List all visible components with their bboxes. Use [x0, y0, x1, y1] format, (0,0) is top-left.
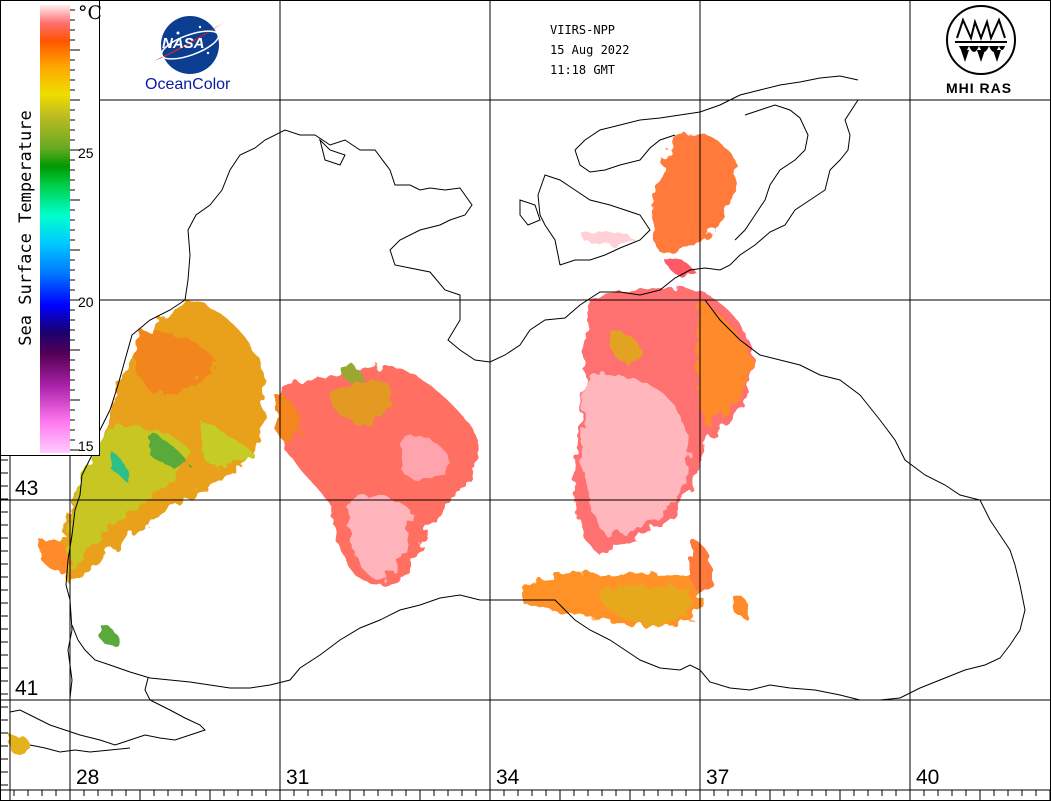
lon-label-28: 28: [76, 766, 100, 789]
colorbar-tick-25: 25: [78, 145, 94, 161]
sst-azov-sea: [580, 133, 737, 276]
lat-label-41: 41: [15, 677, 39, 700]
colorbar-gradient: [40, 5, 70, 453]
colorbar-title: Sea Surface Temperature: [16, 110, 36, 346]
colorbar-tick-20: 20: [78, 294, 94, 310]
sst-west-central: [275, 365, 479, 586]
satellite-name: VIIRS-NPP: [550, 23, 616, 37]
sst-western-shelf: [40, 300, 265, 585]
nasa-logo-icon: [154, 16, 226, 74]
nasa-oceancolor-caption: OceanColor: [145, 76, 231, 93]
sst-south-band: [520, 540, 749, 626]
acquisition-time: 11:18 GMT: [550, 63, 616, 77]
sst-east-central: [575, 288, 755, 555]
colorbar: [0, 0, 100, 456]
ruler-left: [0, 459, 8, 786]
colorbar-tick-15: 15: [78, 438, 94, 454]
lon-label-40: 40: [916, 766, 940, 789]
mhi-ras-caption: MHI RAS: [946, 80, 1013, 96]
mhi-logo-icon: [946, 5, 1016, 75]
sst-bosphorus-patches: [8, 625, 119, 755]
coastline: [9, 75, 1026, 753]
nasa-emblem-text: NASA: [162, 35, 205, 52]
lon-label-31: 31: [286, 766, 310, 789]
lon-label-34: 34: [496, 766, 520, 789]
acquisition-date: 15 Aug 2022: [550, 43, 630, 57]
colorbar-unit: °C: [78, 2, 103, 24]
lat-label-43: 43: [15, 477, 39, 500]
ruler-bottom: [0, 790, 1051, 801]
lon-label-37: 37: [706, 766, 730, 789]
